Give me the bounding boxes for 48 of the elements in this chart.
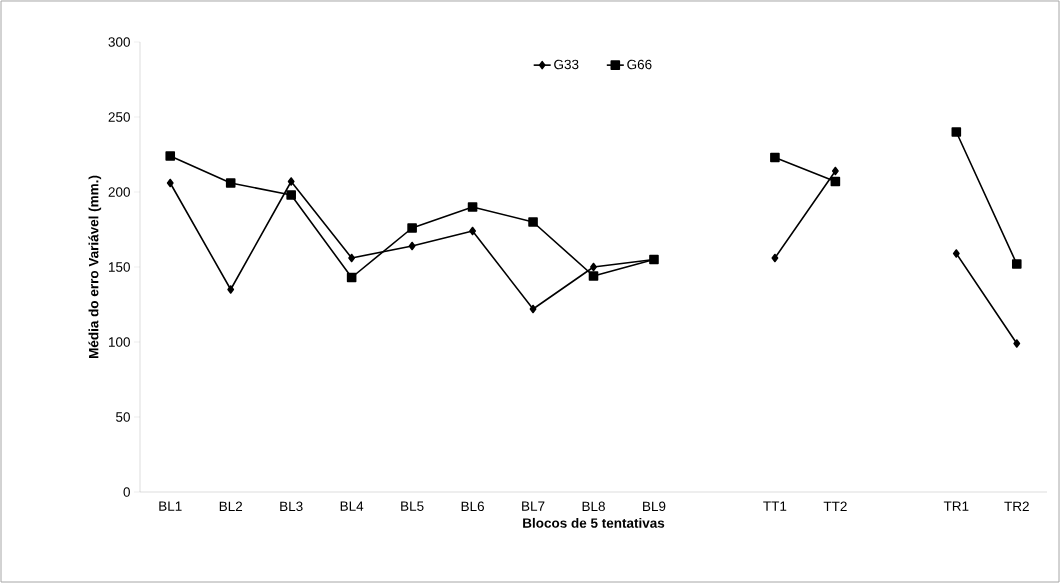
point — [469, 226, 476, 236]
point — [830, 176, 841, 187]
x-tick-label: BL6 — [461, 501, 484, 512]
x-tick-label: BL5 — [401, 501, 424, 511]
point — [286, 190, 296, 200]
point — [831, 166, 839, 176]
x-tick-label: BL7 — [522, 501, 545, 511]
point — [590, 262, 597, 272]
legend-label: G33 — [554, 59, 579, 70]
y-axis-title: Média do erro Variável (mm.) — [88, 175, 102, 358]
x-tick-label: BL9 — [643, 501, 666, 512]
x-tick-label: BL3 — [280, 501, 303, 512]
x-tick-label: TR2 — [1004, 501, 1029, 511]
point — [528, 217, 538, 227]
point — [348, 253, 356, 263]
x-tick-label: BL2 — [219, 501, 243, 511]
legend-label: G66 — [627, 59, 652, 70]
point — [408, 241, 416, 251]
x-tick-label: BL8 — [582, 501, 605, 512]
point — [529, 304, 537, 314]
point — [1011, 259, 1022, 269]
point — [771, 253, 779, 263]
point — [227, 285, 235, 294]
x-tick-label: BL1 — [159, 501, 182, 511]
point — [467, 202, 478, 212]
x-tick-label: TT1 — [763, 501, 787, 511]
point — [287, 177, 295, 186]
y-tick-label: 150 — [108, 262, 130, 272]
point — [346, 272, 357, 283]
point — [225, 178, 236, 188]
y-tick-label: 100 — [108, 337, 130, 347]
y-tick-label: 300 — [108, 37, 130, 47]
x-axis-title: Blocos de 5 tentativas — [523, 517, 665, 528]
x-tick-label: TR1 — [943, 501, 969, 511]
y-tick-label: 200 — [108, 187, 130, 197]
y-tick-label: 250 — [108, 112, 130, 122]
point — [588, 271, 599, 281]
point — [770, 152, 780, 163]
point — [407, 223, 417, 233]
x-tick-label: TT2 — [823, 501, 847, 511]
y-tick-label: 50 — [116, 412, 130, 422]
point — [1013, 339, 1021, 348]
x-tick-label: BL4 — [340, 501, 364, 511]
point — [165, 151, 176, 161]
point — [166, 178, 174, 188]
y-tick-label: 0 — [123, 487, 130, 497]
point — [952, 249, 960, 258]
point — [951, 127, 962, 137]
